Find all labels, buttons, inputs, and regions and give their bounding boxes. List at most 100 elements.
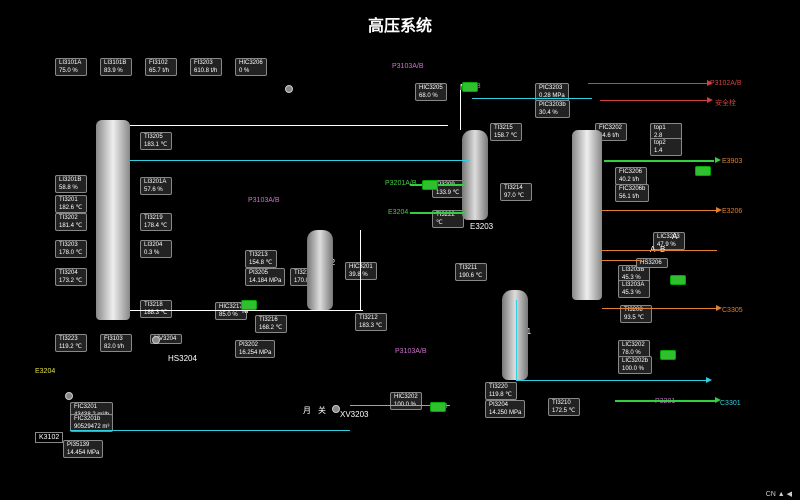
drum-1 bbox=[462, 130, 488, 220]
valve-button-4[interactable] bbox=[695, 166, 711, 176]
tag-lic3203[interactable]: LIC320347.9 % bbox=[653, 232, 685, 250]
vessel-label-: 关 bbox=[318, 405, 326, 416]
vessel-label-a: A bbox=[672, 232, 677, 241]
tag-ti3219[interactable]: TI3219178.4 ℃ bbox=[140, 213, 172, 231]
tag-ti3204[interactable]: TI3204173.2 ℃ bbox=[55, 268, 87, 286]
pipe-11 bbox=[410, 212, 465, 214]
tag-ti3216[interactable]: TI3216168.2 ℃ bbox=[255, 315, 287, 333]
valve-button-0[interactable] bbox=[462, 82, 478, 92]
tag-lic3202b[interactable]: LIC3202b100.0 % bbox=[618, 356, 652, 374]
tag-li3203a[interactable]: LI3203A45.3 % bbox=[618, 280, 650, 298]
tag-fic3206b[interactable]: FIC3206b56.1 t/h bbox=[615, 184, 649, 202]
tag-ti3201[interactable]: TI3201182.6 ℃ bbox=[55, 195, 87, 213]
column-r3201 bbox=[96, 120, 130, 320]
tag-hic3202[interactable]: HIC3202100.0 % bbox=[390, 392, 422, 410]
tag-ti3218[interactable]: TI3218188.3 ℃ bbox=[140, 300, 172, 318]
tag-ti3211[interactable]: TI3211190.6 ℃ bbox=[455, 263, 487, 281]
arrow-2 bbox=[715, 157, 721, 163]
tag-pic3203b[interactable]: PIC3203b30.4 % bbox=[535, 100, 570, 118]
tag-ti3214[interactable]: TI321497.0 ℃ bbox=[500, 183, 532, 201]
valve-button-2[interactable] bbox=[422, 180, 438, 190]
red-label-: 安全栓 bbox=[715, 98, 736, 108]
vessel-label-: 月 bbox=[303, 405, 311, 416]
k-block: K3102 bbox=[35, 432, 63, 443]
tag-pi3204[interactable]: PI320414.250 MPa bbox=[485, 400, 525, 418]
tag-fi3103[interactable]: FI310382.0 t/h bbox=[100, 334, 132, 352]
drum-2 bbox=[502, 290, 528, 380]
footer-indicators: CN ▲ ◀ bbox=[766, 490, 792, 498]
arrow-5 bbox=[715, 397, 721, 403]
tag-hic3206[interactable]: HIC32060 % bbox=[235, 58, 267, 76]
orange-label-e3903: E3903 bbox=[722, 158, 742, 165]
page-title: 高压系统 bbox=[368, 12, 432, 36]
pipe-1 bbox=[128, 310, 363, 311]
tag-ti3215[interactable]: TI3215158.7 ℃ bbox=[490, 123, 522, 141]
pipe-7 bbox=[516, 300, 517, 380]
tag-li3201b[interactable]: LI3201B58.8 % bbox=[55, 175, 87, 193]
tag-pi3205[interactable]: PI320514.184 MPa bbox=[245, 268, 285, 286]
pipe-17 bbox=[602, 308, 717, 309]
valve-button-6[interactable] bbox=[660, 350, 676, 360]
valve-button-1[interactable] bbox=[430, 402, 446, 412]
tag-ti3202[interactable]: TI3202181.4 ℃ bbox=[55, 213, 87, 231]
pipe-3 bbox=[460, 90, 461, 130]
tag-li3101a[interactable]: LI3101A75.0 % bbox=[55, 58, 87, 76]
cyan-label-c3301: C3301 bbox=[720, 400, 741, 407]
tag-pi3202[interactable]: PI320216.254 MPa bbox=[235, 340, 275, 358]
arrow-3 bbox=[716, 207, 722, 213]
arrow-0 bbox=[707, 80, 713, 86]
pipe-13 bbox=[615, 400, 715, 402]
valve-button-3[interactable] bbox=[241, 300, 257, 310]
tag-fi3102[interactable]: FI310265.7 t/h bbox=[145, 58, 177, 76]
orange-label-e3206: E3206 bbox=[722, 208, 742, 215]
pipe-18 bbox=[588, 83, 708, 84]
tag-pi35139[interactable]: PI3513914.454 MPa bbox=[63, 440, 103, 458]
hmi-viewport: 高压系统 LI3101A75.0 % LI3101B83.9 % FI310265.… bbox=[0, 0, 800, 500]
vessel-label-hs3204: HS3204 bbox=[168, 354, 197, 363]
arrow-4 bbox=[716, 305, 722, 311]
tag-top2[interactable]: top21.4 bbox=[650, 138, 682, 156]
pipe-0 bbox=[128, 125, 448, 126]
tag-ti3205[interactable]: TI3205183.1 ℃ bbox=[140, 132, 172, 150]
indicator-dot-1 bbox=[152, 336, 160, 344]
valve-button-5[interactable] bbox=[670, 275, 686, 285]
tag-ti3212[interactable]: TI3212183.3 ℃ bbox=[355, 313, 387, 331]
pipe-15 bbox=[602, 250, 717, 251]
column-c3201 bbox=[572, 130, 602, 300]
tag-ti3223[interactable]: TI3223119.2 ℃ bbox=[55, 334, 87, 352]
tag-ti3210[interactable]: TI3210172.5 ℃ bbox=[548, 398, 580, 416]
tag-fi3203[interactable]: FI3203610.8 t/h bbox=[190, 58, 222, 76]
tag-li3201a[interactable]: LI3201A57.6 % bbox=[140, 177, 172, 195]
pipe-6 bbox=[516, 380, 706, 381]
vessel-label-e3203: E3203 bbox=[470, 222, 493, 231]
tag-ti3220[interactable]: TI3220119.8 ℃ bbox=[485, 382, 517, 400]
pipe-2 bbox=[360, 230, 361, 310]
green-label-e3204: E3204 bbox=[388, 209, 408, 216]
pipe-5 bbox=[472, 98, 592, 99]
pump-label-p3103ab: P3103A/B bbox=[392, 63, 424, 70]
tag-hic3201[interactable]: HIC320139.8 % bbox=[345, 262, 377, 280]
tag-ti3213[interactable]: TI3213154.8 ℃ bbox=[245, 250, 277, 268]
indicator-dot-2 bbox=[65, 392, 73, 400]
pipe-8 bbox=[70, 430, 350, 431]
indicator-dot-0 bbox=[285, 85, 293, 93]
pump-label-p3103ab: P3103A/B bbox=[248, 197, 280, 204]
pipe-19 bbox=[600, 100, 708, 101]
vessel-label-xv3203: XV3203 bbox=[340, 410, 368, 419]
drum-0 bbox=[307, 230, 333, 310]
tag-ti3203[interactable]: TI3203178.0 ℃ bbox=[55, 240, 87, 258]
pipe-14 bbox=[602, 210, 717, 211]
pipe-16 bbox=[602, 260, 642, 261]
tag-hic3205[interactable]: HIC320568.0 % bbox=[415, 83, 447, 101]
arrow-6 bbox=[706, 377, 712, 383]
tag-li3204[interactable]: LI32040.3 % bbox=[140, 240, 172, 258]
pump-label-p3103ab: P3103A/B bbox=[395, 348, 427, 355]
pipe-12 bbox=[604, 160, 714, 162]
orange-label-c3305: C3305 bbox=[722, 307, 743, 314]
tag-li3101b[interactable]: LI3101B83.9 % bbox=[100, 58, 132, 76]
arrow-1 bbox=[707, 97, 713, 103]
tag-fic3206[interactable]: FIC320640.2 t/h bbox=[615, 167, 647, 185]
red-label-p3102ab: P3102A/B bbox=[710, 80, 742, 87]
pipe-4 bbox=[130, 160, 470, 161]
indicator-dot-3 bbox=[332, 405, 340, 413]
